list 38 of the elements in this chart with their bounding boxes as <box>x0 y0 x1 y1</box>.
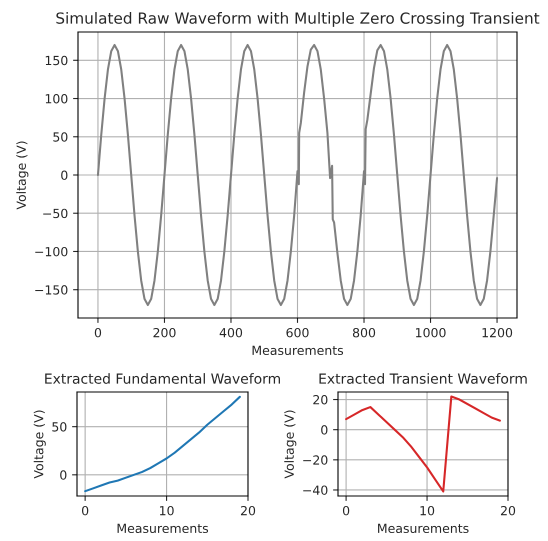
x-tick-label: 800 <box>352 328 376 338</box>
chart-title: Extracted Transient Waveform <box>319 373 527 384</box>
y-axis-title: Voltage (V) <box>284 410 296 478</box>
y-tick-label: −40 <box>303 485 328 495</box>
chart-title: Simulated Raw Waveform with Multiple Zero Crossing Transient <box>56 12 540 27</box>
y-axis-title: Voltage (V) <box>34 410 46 478</box>
y-tick-label: 50 <box>52 422 66 432</box>
y-tick-label: −50 <box>43 208 68 218</box>
y-tick-label: −100 <box>35 246 68 256</box>
y-tick-label: −150 <box>35 285 68 295</box>
chart-title: Extracted Fundamental Waveform <box>45 373 280 384</box>
x-tick-label: 10 <box>420 506 434 516</box>
x-tick-label: 0 <box>94 328 102 338</box>
y-tick-label: 0 <box>60 470 66 480</box>
x-tick-label: 20 <box>500 506 516 516</box>
x-axis-title: Measurements <box>118 524 208 534</box>
y-tick-label: 100 <box>46 94 68 104</box>
y-tick-label: 50 <box>53 132 68 142</box>
x-tick-label: 0 <box>342 506 350 516</box>
x-tick-label: 200 <box>153 328 176 338</box>
x-axis-title: Measurements <box>378 524 469 534</box>
line-series <box>84 396 241 492</box>
y-tick-label: 0 <box>61 170 68 180</box>
line-series <box>345 395 501 493</box>
y-axis-title: Voltage (V) <box>16 141 28 210</box>
x-tick-label: 0 <box>82 506 88 516</box>
x-axis-title: Measurements <box>252 346 344 356</box>
y-tick-label: 150 <box>46 56 68 66</box>
y-tick-label: 0 <box>321 425 328 435</box>
x-tick-label: 600 <box>286 328 309 338</box>
y-tick-label: 20 <box>313 395 328 404</box>
y-tick-label: −20 <box>303 455 328 465</box>
line-series <box>96 44 498 306</box>
x-tick-label: 10 <box>160 506 174 516</box>
x-tick-label: 400 <box>220 328 242 338</box>
x-tick-label: 1200 <box>482 328 512 338</box>
x-tick-label: 20 <box>240 506 256 516</box>
x-tick-label: 1000 <box>416 328 446 338</box>
